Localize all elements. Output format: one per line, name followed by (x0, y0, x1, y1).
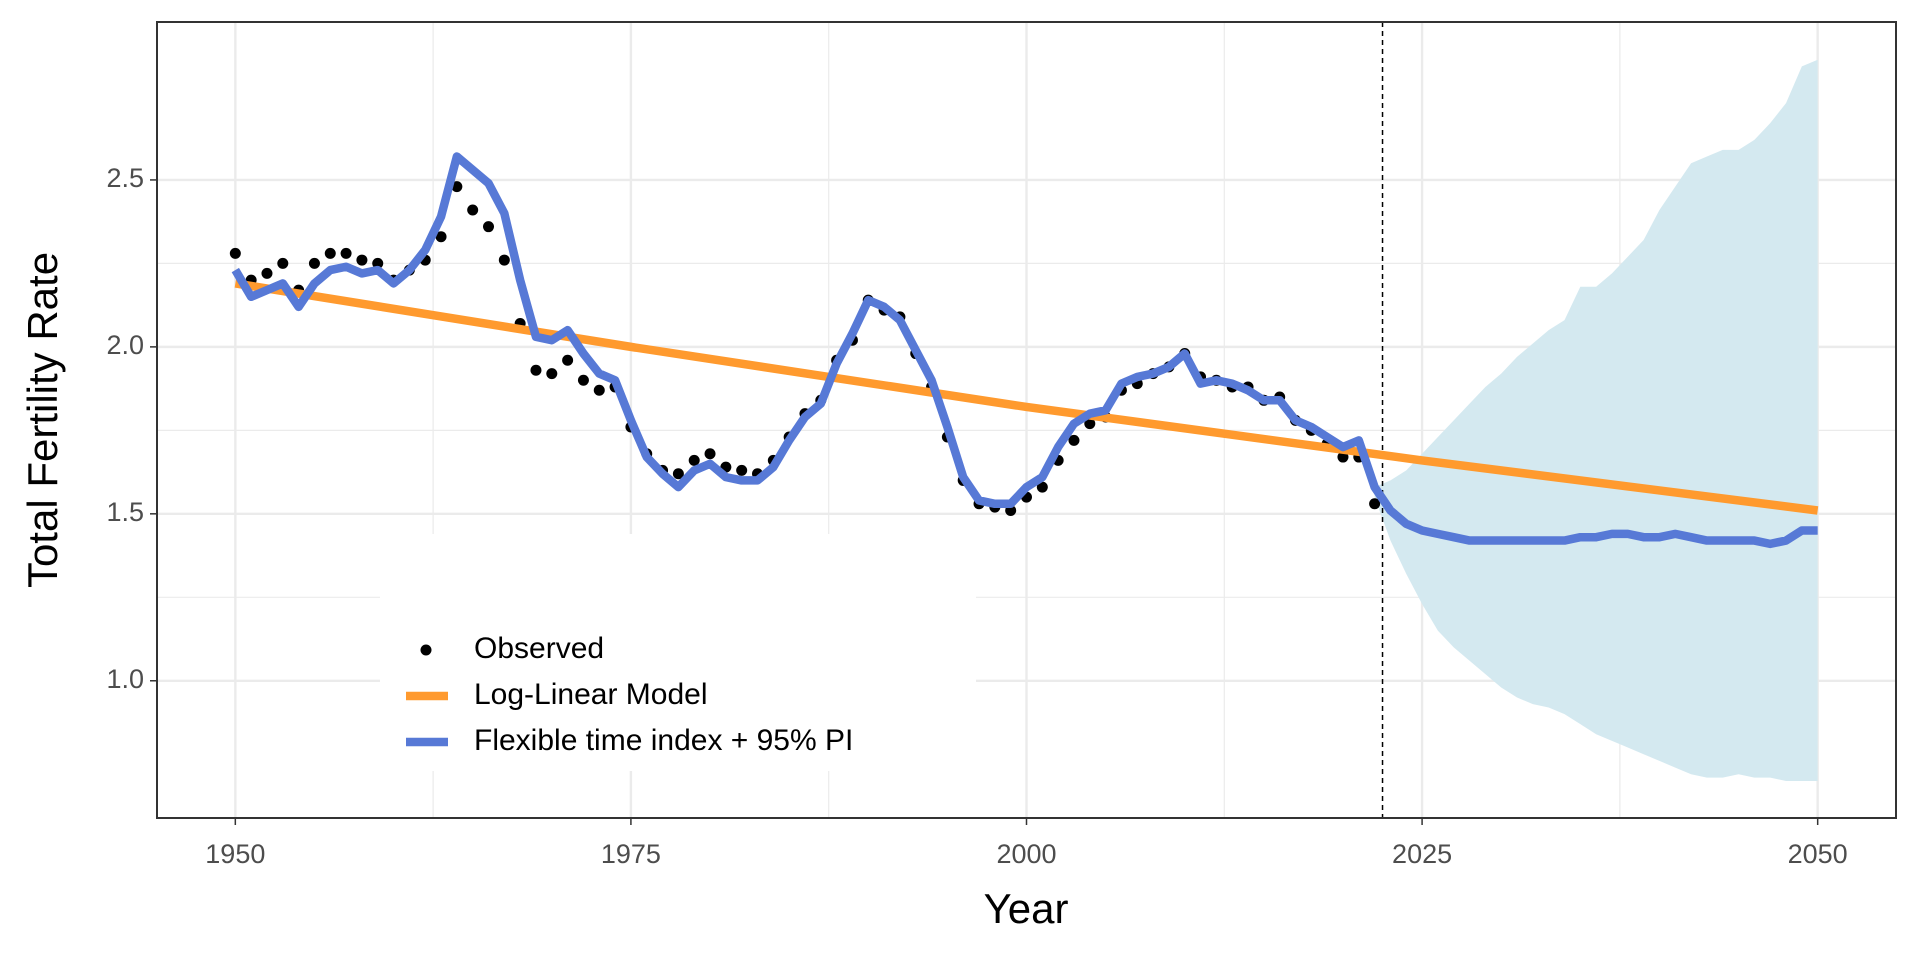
data-point (498, 254, 510, 266)
data-point (451, 181, 463, 193)
data-point (688, 454, 700, 466)
data-point (562, 354, 574, 366)
data-point (356, 254, 368, 266)
data-point (277, 257, 289, 269)
data-point (308, 257, 320, 269)
data-point (704, 448, 716, 460)
data-point (736, 464, 748, 476)
data-point (467, 204, 479, 216)
y-tick-label: 2.5 (106, 163, 144, 193)
legend-key (420, 644, 432, 656)
data-point (530, 364, 542, 376)
legend-background (380, 534, 976, 771)
legend-label: Observed (474, 632, 604, 665)
x-tick-label: 2050 (1788, 839, 1848, 869)
x-axis-title: Year (984, 885, 1069, 932)
data-point (324, 247, 336, 259)
data-point (229, 247, 241, 259)
series-line (234, 279, 1819, 515)
data-point (546, 368, 558, 380)
data-point (372, 257, 384, 269)
y-tick-label: 2.0 (106, 330, 144, 360)
data-point (577, 374, 589, 386)
data-point (483, 221, 495, 233)
data-point (672, 468, 684, 480)
data-point (1084, 418, 1096, 430)
legend-label: Flexible time index + 95% PI (474, 724, 853, 757)
data-point (1068, 434, 1080, 446)
data-point (1369, 498, 1381, 510)
data-point (435, 231, 447, 243)
data-point (593, 384, 605, 396)
plot-border (156, 21, 1897, 819)
legend: Observed Log-Linear Model Flexible time in… (380, 534, 976, 771)
data-point (261, 267, 273, 279)
legend-label: Log-Linear Model (474, 678, 707, 711)
x-tick-label: 2025 (1392, 839, 1452, 869)
y-tick-label: 1.0 (106, 664, 144, 694)
x-tick-label: 2000 (996, 839, 1056, 869)
data-point (1036, 481, 1048, 493)
x-tick-label: 1975 (601, 839, 661, 869)
y-axis-title: Total Fertility Rate (19, 252, 66, 588)
series-line (231, 152, 1818, 549)
x-tick-label: 1950 (205, 839, 265, 869)
prediction-band (1374, 59, 1818, 781)
y-tick-label: 1.5 (106, 497, 144, 527)
data-point (340, 247, 352, 259)
